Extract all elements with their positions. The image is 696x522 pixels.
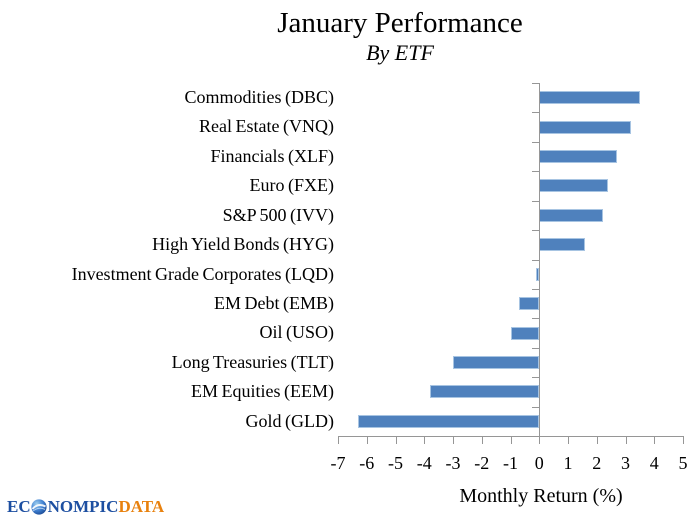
bar	[539, 208, 603, 222]
category-axis-tick	[532, 318, 541, 320]
bar	[430, 385, 540, 399]
value-axis-tick	[654, 436, 656, 444]
x-tick-label: -5	[388, 453, 403, 473]
bar	[539, 238, 586, 252]
econompic-logo: EC NOMPIC DATA	[7, 497, 164, 517]
category-label: Commodities (DBC)	[184, 87, 334, 107]
category-axis-tick	[532, 288, 541, 290]
category-axis-tick	[532, 141, 541, 143]
category-axis-tick	[532, 171, 541, 173]
category-label: Euro (FXE)	[249, 175, 334, 196]
bar	[510, 326, 540, 340]
category-axis-tick	[532, 406, 541, 408]
bar	[539, 150, 617, 164]
category-label: Long Treasuries (TLT)	[171, 351, 334, 372]
x-tick-label: 2	[592, 453, 602, 473]
x-tick-label: 0	[534, 453, 544, 473]
category-label: Investment Grade Corporates (LQD)	[71, 263, 334, 284]
bar	[536, 267, 540, 281]
category-axis-tick	[532, 259, 541, 261]
bar	[539, 91, 640, 105]
logo-text-mid: NOMPIC	[47, 497, 119, 516]
category-label: S&P 500 (IVV)	[222, 204, 334, 225]
value-axis-tick	[568, 436, 569, 444]
bar	[453, 355, 540, 369]
category-label: Real Estate (VNQ)	[199, 116, 334, 137]
category-axis-tick	[532, 83, 541, 84]
bar	[539, 120, 632, 134]
category-label: EM Debt (EMB)	[214, 292, 334, 313]
category-axis-tick	[532, 347, 541, 349]
x-tick-label: -1	[503, 453, 518, 473]
category-axis-tick	[532, 112, 541, 114]
category-label: EM Equities (EEM)	[191, 381, 334, 402]
bar	[519, 297, 540, 311]
value-axis-tick	[683, 436, 684, 444]
category-axis-tick	[532, 230, 541, 232]
category-label: High Yield Bonds (HYG)	[152, 234, 334, 255]
x-tick-label: 4	[649, 453, 659, 473]
chart-title: January Performance	[277, 7, 523, 39]
value-axis-tick	[481, 436, 483, 444]
value-axis-tick	[510, 436, 512, 444]
bar	[358, 414, 540, 428]
x-tick-label: -4	[416, 453, 432, 473]
x-axis-title: Monthly Return (%)	[459, 485, 623, 507]
x-tick-label: 3	[621, 453, 630, 473]
value-axis-tick	[453, 436, 454, 444]
x-tick-label: 1	[563, 453, 573, 473]
logo-text-right: DATA	[118, 497, 165, 516]
value-axis-tick	[366, 436, 368, 444]
category-axis-tick	[532, 377, 541, 379]
x-tick-label: 5	[678, 453, 688, 473]
category-label: Financials (XLF)	[210, 145, 334, 166]
x-tick-label: -3	[445, 453, 461, 473]
bar	[539, 179, 609, 193]
value-axis-tick	[625, 436, 627, 444]
value-axis-tick	[338, 436, 339, 444]
value-axis-tick	[395, 436, 397, 444]
logo-text-left: EC	[7, 497, 31, 516]
x-tick-label: -7	[330, 453, 346, 473]
x-tick-label: -6	[359, 453, 375, 473]
category-label: Gold (GLD)	[245, 410, 334, 431]
x-tick-label: -2	[474, 453, 490, 473]
value-axis-tick	[596, 436, 598, 444]
value-axis-tick	[424, 436, 426, 444]
chart-subtitle: By ETF	[366, 40, 434, 65]
globe-icon	[31, 499, 48, 515]
value-axis-tick	[539, 436, 541, 444]
category-axis-tick	[532, 200, 541, 202]
category-label: Oil (USO)	[259, 322, 335, 343]
